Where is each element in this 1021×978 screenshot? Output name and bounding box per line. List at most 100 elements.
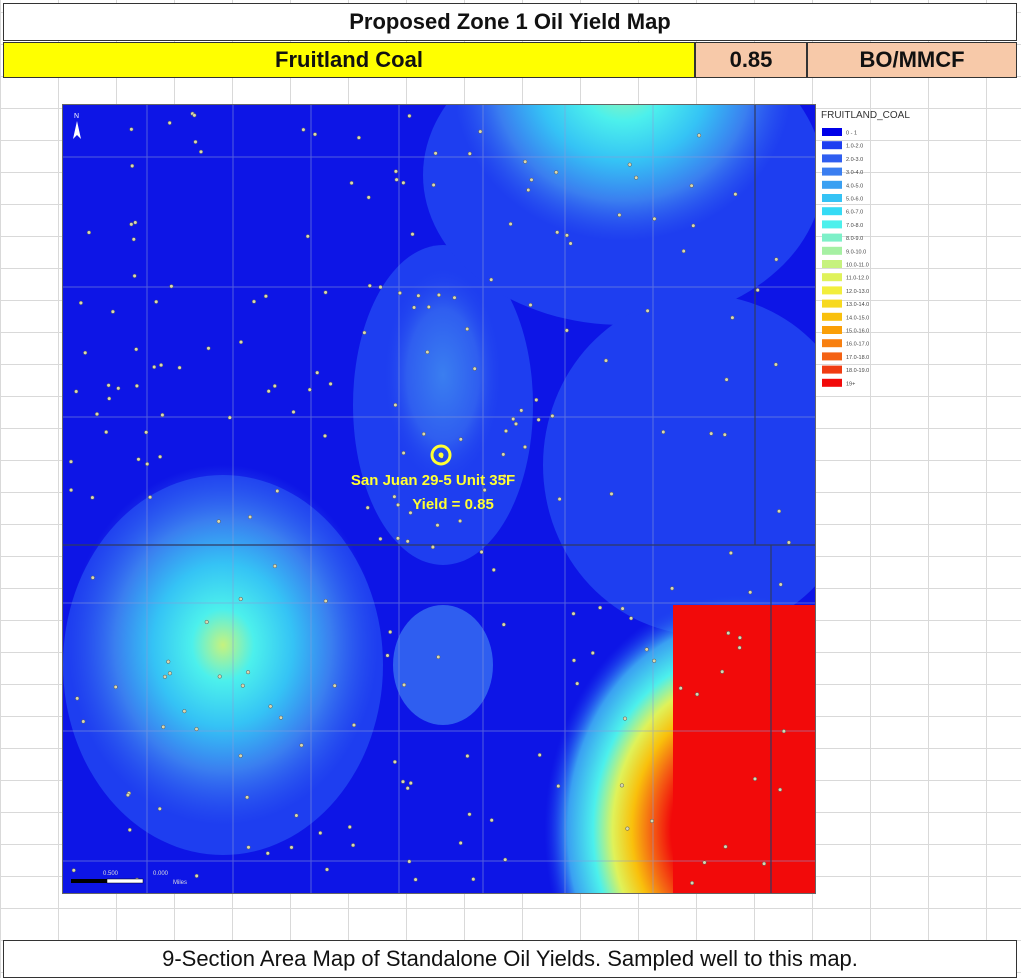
well-dot	[513, 421, 519, 426]
legend-swatch	[822, 378, 842, 387]
legend-swatch	[822, 233, 842, 242]
well-dot	[622, 716, 628, 721]
well-dot	[564, 233, 569, 238]
well-dot	[312, 132, 318, 137]
oil-yield-value-cell[interactable]: 0.85	[695, 42, 807, 78]
well-dot	[394, 177, 399, 182]
scale-units: Miles	[173, 880, 187, 886]
well-dot	[652, 216, 657, 221]
well-dot	[388, 629, 393, 635]
well-dot	[315, 370, 320, 375]
well-dot	[129, 127, 134, 132]
well-dot	[367, 283, 372, 288]
well-dot	[272, 564, 277, 569]
well-dot	[134, 383, 139, 388]
well-dot	[158, 454, 163, 459]
well-dot	[726, 631, 731, 636]
well-dot	[501, 622, 506, 627]
well-dot	[644, 647, 649, 652]
well-dot	[81, 719, 86, 724]
well-dot	[778, 787, 783, 792]
well-dot	[130, 163, 135, 168]
legend-swatch	[822, 299, 842, 308]
well-dot	[299, 743, 304, 748]
scale-label-1: 0.500	[103, 871, 119, 877]
well-dot	[94, 412, 100, 417]
legend-swatch	[822, 273, 842, 282]
well-dot	[245, 795, 250, 800]
well-dot	[198, 149, 204, 154]
well-dot	[435, 523, 440, 528]
legend-swatch	[822, 312, 842, 321]
well-dot	[720, 669, 725, 674]
well-dot	[773, 362, 778, 367]
well-dot	[598, 605, 603, 610]
well-dot	[467, 812, 472, 817]
formation-name-cell[interactable]: Fruitland Coal	[3, 42, 695, 78]
well-dot	[265, 851, 270, 856]
well-dot	[737, 635, 742, 640]
well-dot	[724, 377, 729, 382]
well-dot	[722, 432, 727, 437]
well-dot	[529, 177, 534, 182]
well-dot	[132, 273, 137, 278]
well-dot	[392, 494, 397, 499]
well-dot	[617, 212, 622, 218]
well-dot	[523, 159, 528, 164]
well-dot	[408, 510, 413, 515]
scale-label-2: 0.000	[153, 871, 169, 877]
oil-yield-map: San Juan 29-5 Unit 35F Yield = 0.85 N 0.…	[62, 104, 816, 894]
legend-label: 10.0-11.0	[846, 263, 869, 269]
well-dot	[307, 387, 312, 392]
well-dot	[458, 518, 463, 524]
well-dot	[479, 549, 484, 555]
well-dot	[478, 129, 483, 134]
well-dot	[134, 347, 139, 352]
sampled-well-name: San Juan 29-5 Unit 35F	[351, 472, 515, 489]
oil-yield-units-cell[interactable]: BO/MMCF	[807, 42, 1017, 78]
well-dot	[697, 133, 702, 138]
well-dot	[289, 845, 294, 850]
well-dot	[159, 363, 164, 368]
well-dot	[723, 844, 728, 849]
well-dot	[86, 230, 92, 235]
well-dot	[378, 285, 383, 290]
well-dot	[737, 645, 742, 650]
well-dot	[405, 786, 410, 791]
well-dot	[332, 683, 337, 688]
well-dot	[689, 183, 694, 188]
page-title: Proposed Zone 1 Oil Yield Map	[3, 3, 1017, 41]
legend-swatch	[822, 194, 842, 202]
well-dot	[227, 415, 232, 420]
well-dot	[537, 752, 542, 758]
well-dot	[305, 234, 310, 239]
legend-swatch	[822, 141, 842, 150]
well-dot	[748, 590, 753, 595]
sampled-well-yield: Yield = 0.85	[412, 496, 494, 513]
well-dot	[378, 536, 383, 541]
legend-label: 8.0-9.0	[846, 236, 863, 242]
well-dot	[407, 113, 412, 118]
well-dot	[634, 175, 639, 180]
well-dot	[472, 366, 477, 371]
well-dot	[266, 389, 271, 394]
well-dot	[556, 784, 561, 789]
well-dot	[730, 315, 735, 320]
sampled-well-marker[interactable]	[430, 444, 452, 466]
well-dot	[670, 586, 675, 591]
well-dot	[169, 284, 174, 289]
well-dot	[323, 290, 328, 295]
well-dot	[603, 358, 609, 363]
well-dot	[571, 658, 577, 663]
well-dot	[691, 223, 696, 228]
well-dot	[471, 877, 476, 882]
well-dot	[133, 220, 138, 225]
well-dot	[752, 776, 758, 781]
well-dot	[68, 459, 74, 464]
well-dot	[786, 540, 791, 545]
well-dot	[145, 461, 150, 467]
well-dot	[433, 151, 438, 156]
well-dot	[401, 180, 406, 185]
well-dot	[458, 840, 463, 846]
well-dot	[458, 437, 463, 442]
